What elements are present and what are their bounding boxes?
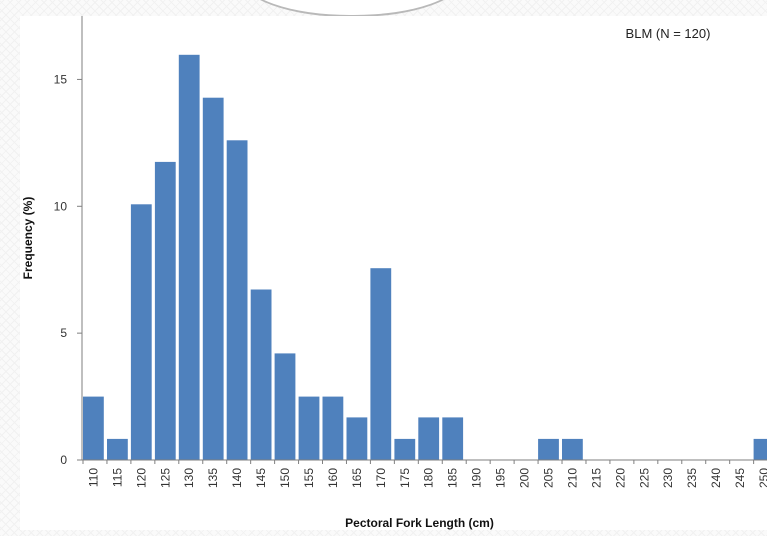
x-tick-label: 210 (565, 468, 579, 488)
x-tick-label: 140 (230, 468, 244, 488)
x-tick-label: 190 (470, 468, 484, 488)
x-tick-label: 205 (542, 468, 556, 488)
bar-140 (227, 140, 248, 460)
bar-210 (562, 439, 583, 460)
x-tick-label: 225 (637, 468, 651, 488)
x-tick-label: 230 (661, 468, 675, 488)
bar-115 (107, 439, 128, 460)
y-tick-label: 15 (54, 72, 68, 86)
x-tick-label: 150 (278, 468, 292, 488)
x-tick-label: 135 (206, 468, 220, 488)
x-tick-label: 185 (446, 468, 460, 488)
y-axis-title: Frequency (%) (21, 197, 35, 280)
bar-160 (323, 397, 344, 460)
bar-130 (179, 55, 200, 460)
bar-165 (347, 417, 368, 460)
x-tick-label: 160 (326, 468, 340, 488)
x-tick-label: 200 (518, 468, 532, 488)
x-tick-label: 180 (422, 468, 436, 488)
x-tick-label: 130 (182, 468, 196, 488)
bar-205 (538, 439, 559, 460)
x-tick-label: 155 (302, 468, 316, 488)
x-tick-label: 145 (254, 468, 268, 488)
x-tick-label: 215 (589, 468, 603, 488)
bar-170 (370, 268, 391, 460)
x-tick-label: 165 (350, 468, 364, 488)
x-tick-label: 175 (398, 468, 412, 488)
y-tick-label: 0 (60, 453, 67, 467)
y-tick-label: 10 (54, 199, 68, 213)
x-tick-label: 220 (613, 468, 627, 488)
x-axis-title: Pectoral Fork Length (cm) (345, 516, 494, 530)
y-tick-label: 5 (60, 326, 67, 340)
bar-150 (275, 353, 296, 460)
bar-145 (251, 290, 272, 461)
bar-185 (442, 417, 463, 460)
x-tick-label: 250 (757, 468, 767, 488)
sample-size-annotation: BLM (N = 120) (626, 26, 711, 41)
x-tick-label: 110 (86, 468, 100, 487)
x-tick-label: 245 (733, 468, 747, 488)
bar-125 (155, 162, 176, 460)
x-tick-label: 120 (134, 468, 148, 488)
x-tick-label: 195 (494, 468, 508, 488)
bar-135 (203, 98, 224, 460)
bar-250 (754, 439, 767, 460)
bar-110 (83, 397, 104, 460)
x-tick-label: 125 (158, 468, 172, 488)
x-tick-label: 235 (685, 468, 699, 488)
bar-175 (394, 439, 415, 460)
bar-155 (299, 397, 320, 460)
bar-120 (131, 204, 152, 460)
x-tick-label: 240 (709, 468, 723, 488)
x-tick-label: 170 (374, 468, 388, 488)
bar-180 (418, 417, 439, 460)
x-tick-label: 115 (110, 468, 124, 487)
